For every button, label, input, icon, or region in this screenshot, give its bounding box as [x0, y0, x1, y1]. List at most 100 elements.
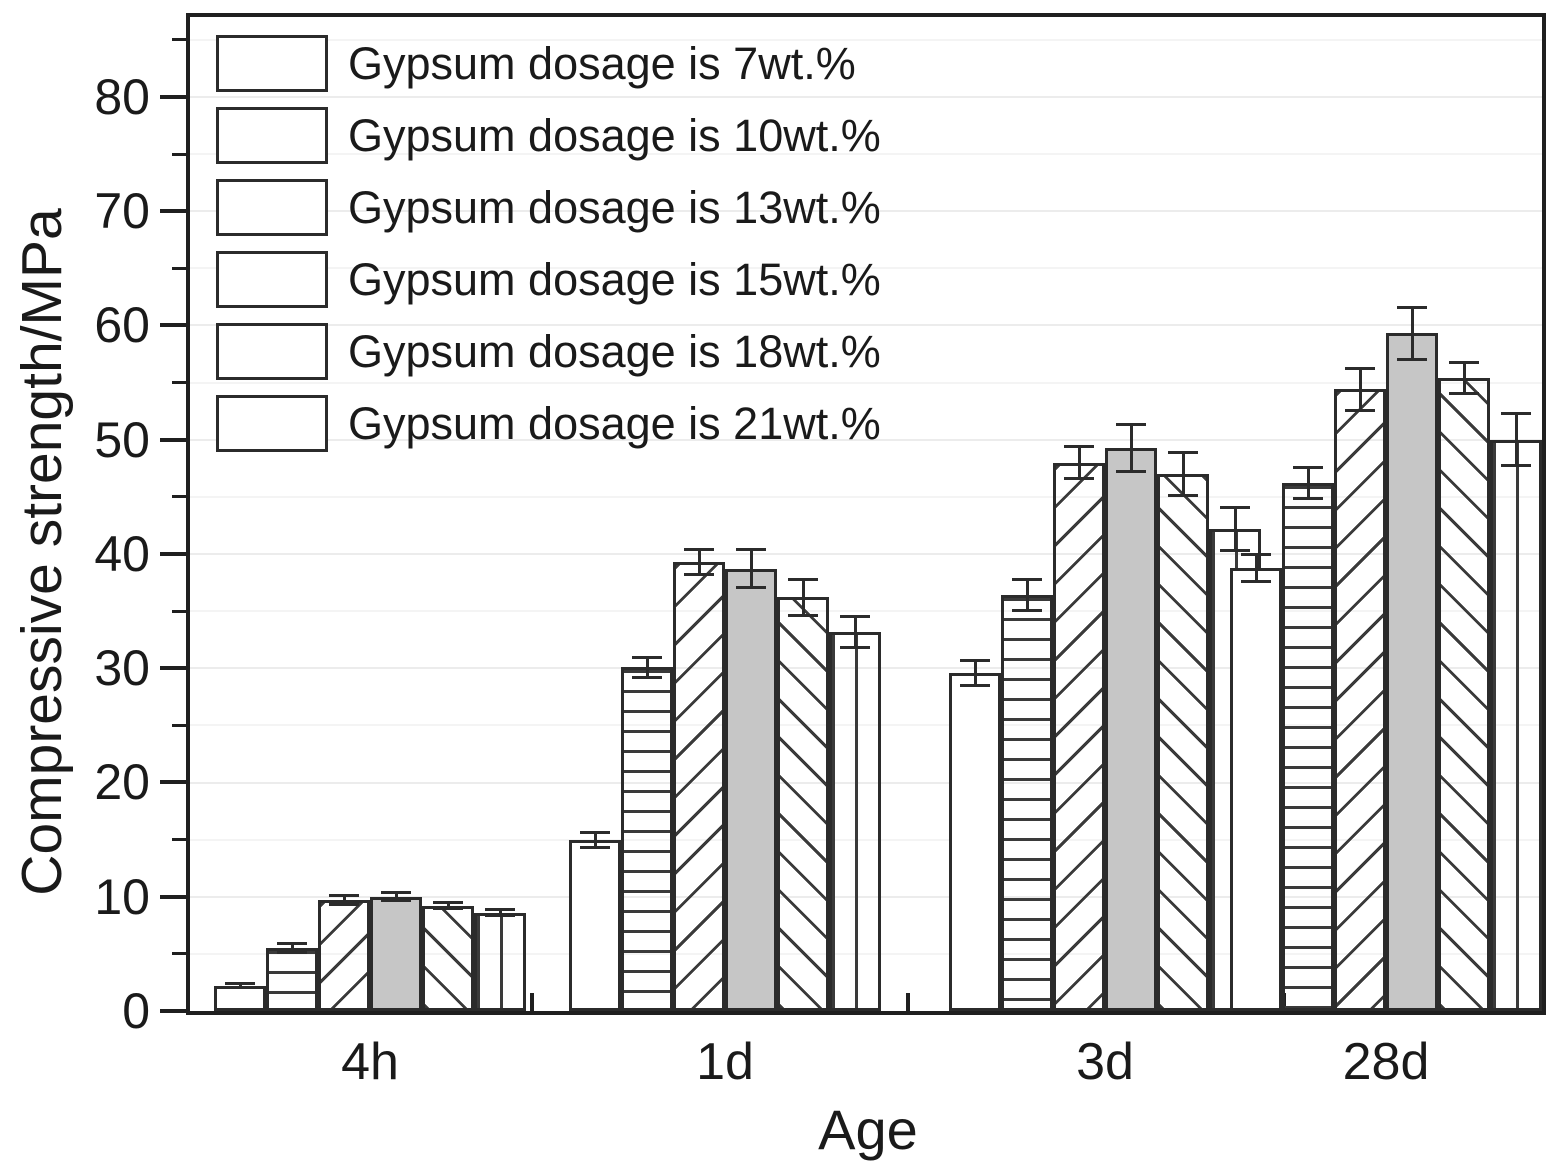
error-cap-bottom: [329, 902, 359, 906]
y-minor-tick: [172, 266, 186, 270]
error-stem: [853, 614, 857, 649]
error-cap-bottom: [1345, 409, 1375, 413]
error-bar: [1397, 306, 1427, 361]
error-cap-bottom: [736, 586, 766, 590]
y-tick-label: 10: [94, 868, 150, 925]
x-tick-label-28d: 28d: [1342, 1033, 1430, 1091]
legend-item: Gypsum dosage is 15wt.%: [216, 251, 881, 308]
y-major-tick: [160, 1009, 186, 1013]
error-cap-bottom: [1168, 493, 1198, 497]
x-boundary-tick: [530, 993, 534, 1011]
legend-swatch-13wt: [216, 179, 328, 236]
error-cap-bottom: [840, 645, 870, 649]
error-bar: [1012, 578, 1042, 613]
error-cap-bottom: [1501, 464, 1531, 468]
gridline-major: [190, 553, 1542, 555]
error-bar: [485, 908, 515, 918]
error-stem: [1129, 422, 1133, 473]
legend-label: Gypsum dosage is 13wt.%: [348, 182, 881, 233]
error-bar: [1449, 360, 1479, 396]
error-bar: [1501, 412, 1531, 468]
gridline-major: [190, 95, 1542, 98]
y-tick-label: 30: [94, 640, 150, 697]
y-minor-tick: [172, 952, 186, 956]
y-tick-label: 60: [94, 297, 150, 354]
error-cap-bottom: [1449, 392, 1479, 396]
error-cap-bottom: [960, 683, 990, 687]
bar-3d-13wt: [1053, 462, 1105, 1011]
error-stem: [645, 655, 649, 679]
gridline-minor: [190, 267, 1542, 270]
error-cap-bottom: [684, 572, 714, 576]
error-bar: [840, 614, 870, 649]
gridline-major: [190, 324, 1542, 327]
legend: Gypsum dosage is 7wt.% Gypsum dosage is 1…: [216, 35, 881, 467]
gridline-minor: [190, 495, 1542, 498]
y-major-tick: [160, 209, 186, 214]
legend-swatch-10wt: [216, 107, 328, 164]
error-bar: [632, 655, 662, 679]
bar-1d-21wt: [829, 631, 881, 1011]
error-bar: [433, 901, 463, 911]
legend-item: Gypsum dosage is 21wt.%: [216, 395, 881, 452]
bar-1d-10wt: [621, 667, 673, 1011]
x-boundary-tick: [906, 993, 910, 1011]
error-cap-bottom: [1293, 497, 1323, 501]
legend-swatch-21wt: [216, 395, 328, 452]
error-stem: [1462, 360, 1466, 396]
x-tick-label-3d: 3d: [1076, 1033, 1134, 1091]
error-cap-bottom: [1241, 579, 1271, 583]
bar-4h-13wt: [318, 900, 370, 1011]
bar-28d-10wt: [1282, 483, 1334, 1011]
error-stem: [290, 942, 294, 954]
error-stem: [749, 548, 753, 590]
bar-4h-18wt: [422, 905, 474, 1011]
bar-1d-13wt: [673, 562, 725, 1011]
error-stem: [593, 830, 597, 849]
gridline-minor: [190, 610, 1542, 613]
error-bar: [277, 942, 307, 954]
error-bar: [329, 894, 359, 906]
y-tick-label: 40: [94, 525, 150, 582]
error-stem: [1077, 445, 1081, 480]
y-tick-label: 80: [94, 68, 150, 125]
error-bar: [225, 982, 255, 990]
bar-3d-15wt: [1105, 447, 1157, 1011]
error-cap-bottom: [1064, 476, 1094, 480]
gridline-major: [190, 210, 1542, 213]
error-cap-bottom: [277, 950, 307, 954]
legend-label: Gypsum dosage is 15wt.%: [348, 254, 881, 305]
plot-area: Gypsum dosage is 7wt.% Gypsum dosage is 1…: [186, 13, 1546, 1015]
legend-label: Gypsum dosage is 10wt.%: [348, 110, 881, 161]
error-stem: [238, 982, 242, 990]
error-bar: [1345, 366, 1375, 413]
bar-1d-15wt: [725, 568, 777, 1011]
bar-28d-15wt: [1386, 333, 1438, 1011]
legend-item: Gypsum dosage is 10wt.%: [216, 107, 881, 164]
error-stem: [394, 891, 398, 903]
y-major-tick: [160, 894, 186, 899]
gridline-minor: [190, 38, 1542, 41]
y-tick-label: 20: [94, 754, 150, 811]
bar-4h-15wt: [370, 896, 422, 1011]
error-stem: [1233, 506, 1237, 552]
error-bar: [684, 548, 714, 576]
legend-swatch-15wt: [216, 251, 328, 308]
bar-28d-7wt: [1230, 567, 1282, 1011]
error-cap-bottom: [788, 613, 818, 617]
error-cap-bottom: [1012, 609, 1042, 613]
legend-item: Gypsum dosage is 18wt.%: [216, 323, 881, 380]
bar-3d-7wt: [949, 672, 1001, 1011]
y-major-tick: [160, 94, 186, 99]
error-cap-bottom: [225, 986, 255, 990]
error-bar: [788, 577, 818, 617]
gridline-minor: [190, 381, 1542, 384]
legend-label: Gypsum dosage is 7wt.%: [348, 38, 856, 89]
y-major-tick: [160, 323, 186, 328]
y-minor-tick: [172, 38, 186, 42]
y-major-tick: [160, 666, 186, 671]
y-tick-label: 0: [122, 983, 150, 1039]
error-bar: [736, 548, 766, 590]
bar-28d-18wt: [1438, 378, 1490, 1011]
